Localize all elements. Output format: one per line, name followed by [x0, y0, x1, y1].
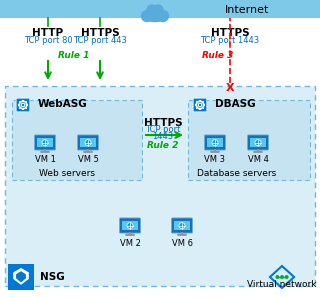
- FancyBboxPatch shape: [27, 104, 28, 105]
- Circle shape: [212, 140, 218, 146]
- FancyBboxPatch shape: [172, 218, 193, 233]
- FancyBboxPatch shape: [40, 151, 50, 153]
- Circle shape: [276, 275, 279, 279]
- FancyBboxPatch shape: [204, 135, 226, 150]
- FancyBboxPatch shape: [174, 221, 190, 230]
- Text: VM 6: VM 6: [172, 239, 193, 248]
- Text: TCP port 443: TCP port 443: [73, 36, 127, 45]
- FancyBboxPatch shape: [122, 221, 138, 230]
- Text: Internet: Internet: [225, 5, 269, 15]
- FancyBboxPatch shape: [19, 101, 20, 103]
- Circle shape: [127, 223, 133, 229]
- Text: Web servers: Web servers: [39, 169, 95, 178]
- FancyBboxPatch shape: [199, 109, 201, 110]
- FancyBboxPatch shape: [181, 232, 183, 235]
- FancyBboxPatch shape: [196, 108, 197, 109]
- Text: 1443: 1443: [152, 132, 173, 141]
- Text: TCP port 80: TCP port 80: [24, 36, 72, 45]
- FancyBboxPatch shape: [119, 218, 140, 233]
- Circle shape: [141, 10, 153, 21]
- FancyBboxPatch shape: [257, 149, 259, 152]
- FancyBboxPatch shape: [44, 149, 46, 152]
- Text: DBASG: DBASG: [215, 99, 256, 109]
- FancyBboxPatch shape: [87, 149, 89, 152]
- Text: X: X: [226, 83, 234, 93]
- FancyBboxPatch shape: [18, 104, 19, 105]
- FancyBboxPatch shape: [26, 108, 27, 109]
- FancyBboxPatch shape: [210, 151, 220, 153]
- Circle shape: [147, 5, 157, 15]
- Text: VM 1: VM 1: [35, 155, 55, 164]
- FancyBboxPatch shape: [196, 101, 197, 103]
- Text: NSG: NSG: [40, 272, 65, 282]
- FancyBboxPatch shape: [247, 135, 268, 150]
- FancyBboxPatch shape: [80, 138, 96, 147]
- FancyBboxPatch shape: [203, 108, 204, 109]
- Polygon shape: [13, 268, 29, 285]
- FancyBboxPatch shape: [188, 100, 310, 180]
- FancyBboxPatch shape: [26, 101, 27, 103]
- FancyBboxPatch shape: [177, 234, 187, 236]
- Circle shape: [179, 223, 185, 229]
- FancyBboxPatch shape: [16, 98, 30, 112]
- FancyBboxPatch shape: [204, 104, 205, 105]
- Text: HTTPS: HTTPS: [81, 28, 119, 38]
- Text: HTTPS: HTTPS: [211, 28, 249, 38]
- Ellipse shape: [144, 13, 166, 21]
- Text: VM 2: VM 2: [120, 239, 140, 248]
- FancyBboxPatch shape: [22, 109, 24, 110]
- Circle shape: [157, 10, 169, 21]
- Circle shape: [85, 140, 91, 146]
- FancyBboxPatch shape: [8, 264, 34, 290]
- Text: Virtual network: Virtual network: [247, 280, 317, 289]
- FancyBboxPatch shape: [35, 135, 56, 150]
- Text: Database servers: Database servers: [197, 169, 276, 178]
- FancyBboxPatch shape: [250, 138, 266, 147]
- Text: TCP port 1443: TCP port 1443: [200, 36, 260, 45]
- FancyBboxPatch shape: [5, 86, 315, 286]
- Text: VM 5: VM 5: [77, 155, 99, 164]
- Text: TCP port: TCP port: [145, 125, 181, 134]
- Text: Rule 2: Rule 2: [147, 141, 179, 150]
- FancyBboxPatch shape: [203, 101, 204, 103]
- FancyBboxPatch shape: [22, 100, 24, 101]
- FancyBboxPatch shape: [199, 100, 201, 101]
- FancyBboxPatch shape: [19, 108, 20, 109]
- Text: Rule 3: Rule 3: [202, 51, 234, 60]
- FancyBboxPatch shape: [207, 138, 223, 147]
- Polygon shape: [16, 271, 26, 283]
- FancyBboxPatch shape: [77, 135, 99, 150]
- FancyBboxPatch shape: [193, 98, 207, 112]
- FancyBboxPatch shape: [195, 104, 196, 105]
- Circle shape: [198, 103, 202, 107]
- FancyBboxPatch shape: [214, 149, 216, 152]
- FancyBboxPatch shape: [125, 234, 135, 236]
- FancyBboxPatch shape: [37, 138, 53, 147]
- FancyBboxPatch shape: [253, 151, 263, 153]
- FancyBboxPatch shape: [12, 100, 142, 180]
- Text: HTTP: HTTP: [32, 28, 64, 38]
- Circle shape: [148, 7, 162, 21]
- Circle shape: [280, 275, 284, 279]
- Text: VM 4: VM 4: [248, 155, 268, 164]
- Text: VM 3: VM 3: [204, 155, 226, 164]
- Circle shape: [285, 275, 289, 279]
- Circle shape: [42, 140, 48, 146]
- FancyBboxPatch shape: [129, 232, 131, 235]
- Text: WebASG: WebASG: [38, 99, 88, 109]
- Text: Rule 1: Rule 1: [58, 51, 90, 60]
- FancyBboxPatch shape: [83, 151, 93, 153]
- Text: HTTPS: HTTPS: [144, 118, 182, 128]
- FancyBboxPatch shape: [0, 0, 320, 18]
- Circle shape: [153, 5, 163, 15]
- Circle shape: [255, 140, 261, 146]
- Circle shape: [21, 103, 25, 107]
